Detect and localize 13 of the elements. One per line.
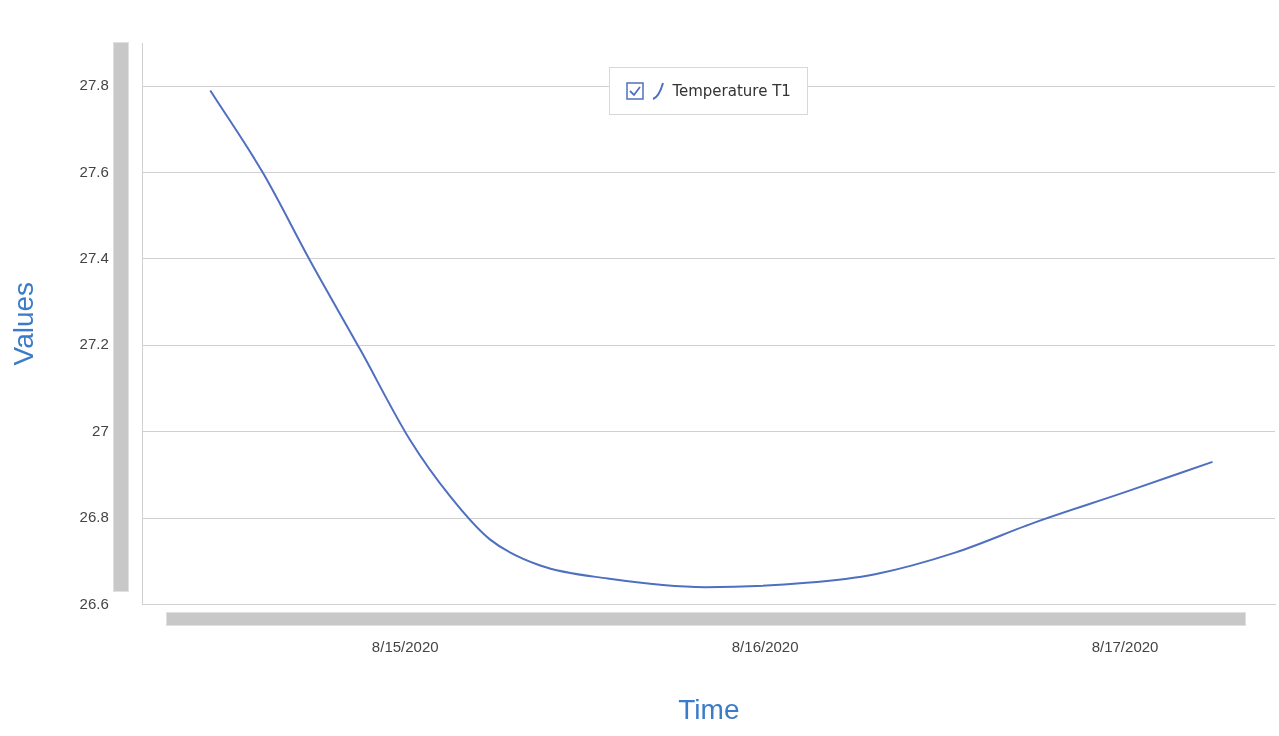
y-tick-label: 27 [92,421,109,439]
x-tick-label: 8/15/2020 [371,637,439,655]
y-tick-label: 27.2 [79,335,109,353]
x-tick-label: 8/16/2020 [731,637,799,655]
y-tick-label: 26.8 [79,508,109,526]
y-tick-label: 27.8 [79,76,109,94]
y-tick-label: 27.4 [79,249,109,267]
x-tick-label: 8/17/2020 [1091,637,1159,655]
legend-label: Temperature T1 [672,82,791,100]
x-axis-title: Time [678,693,740,725]
y-tick-label: 27.6 [79,162,109,180]
y-axis-title: Values [7,281,39,366]
y-tick-label: 26.6 [79,594,109,612]
